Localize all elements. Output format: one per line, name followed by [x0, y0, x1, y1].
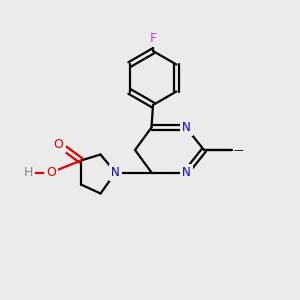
Text: —: — — [233, 145, 243, 155]
Text: N: N — [182, 121, 190, 134]
Text: O: O — [46, 166, 56, 179]
Text: H: H — [24, 166, 33, 179]
Text: N: N — [111, 166, 120, 179]
Text: N: N — [182, 166, 190, 179]
Text: F: F — [149, 32, 157, 45]
Text: O: O — [54, 137, 63, 151]
